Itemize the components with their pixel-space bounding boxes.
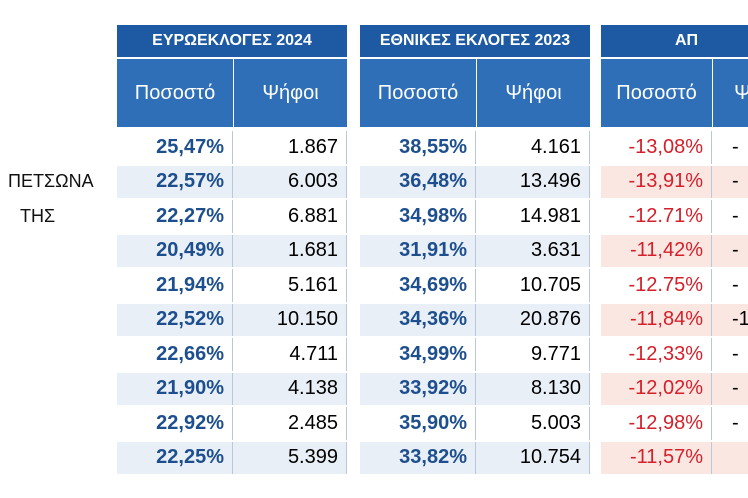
row-label: ΠΕΤΣΩΝΑ [8, 171, 94, 192]
table-cell: 3.631 [476, 234, 590, 267]
table-cell: - [712, 131, 748, 164]
table-cell: 8.130 [476, 372, 590, 405]
table-cell: 34,36% [360, 303, 476, 336]
table-cell: 33,92% [360, 372, 476, 405]
table-cell: 34,98% [360, 200, 476, 233]
table-cell: 34,99% [360, 338, 476, 371]
table-cell: -12,33% [601, 338, 712, 371]
table-cell: - [712, 372, 748, 405]
table-cell: 38,55% [360, 131, 476, 164]
table-cell: 35,90% [360, 407, 476, 440]
table-cell: - [712, 200, 748, 233]
table-cell: 36,48% [360, 165, 476, 198]
column-header: Ποσοστό [117, 59, 233, 127]
table-cell [712, 441, 748, 474]
table-cell: -13,91% [601, 165, 712, 198]
column-header: Ψ [713, 59, 748, 127]
table-cell: 9.771 [476, 338, 590, 371]
table-cell: 1.867 [233, 131, 347, 164]
group-header: ΕΘΝΙΚΕΣ ΕΚΛΟΓΕΣ 2023 [360, 25, 590, 57]
table-cell: 34,69% [360, 269, 476, 302]
table-cell: 22,57% [117, 165, 233, 198]
table-cell: -12,98% [601, 407, 712, 440]
table-cell: 4.138 [233, 372, 347, 405]
table-cell: 10.754 [476, 441, 590, 474]
table-cell: 13.496 [476, 165, 590, 198]
table-cell: 31,91% [360, 234, 476, 267]
table-cell: 22,27% [117, 200, 233, 233]
table-cell: 21,90% [117, 372, 233, 405]
table-cell: 5.003 [476, 407, 590, 440]
table-cell: - [712, 165, 748, 198]
table-cell: -12.71% [601, 200, 712, 233]
row-label: ΤΗΣ [20, 205, 56, 226]
group-header: ΕΥΡΩΕΚΛΟΓΕΣ 2024 [117, 25, 347, 57]
table-cell: -11,42% [601, 234, 712, 267]
table-cell: 22,25% [117, 441, 233, 474]
group-header: ΑΠ [601, 25, 748, 57]
table-cell: - [712, 338, 748, 371]
table-cell: 21,94% [117, 269, 233, 302]
column-header: Ποσοστό [601, 59, 712, 127]
table-cell: -11,84% [601, 303, 712, 336]
table-cell: -12,02% [601, 372, 712, 405]
table-cell: 10.705 [476, 269, 590, 302]
table-cell: 33,82% [360, 441, 476, 474]
table-cell: 4.161 [476, 131, 590, 164]
table-cell: 25,47% [117, 131, 233, 164]
table-cell: 20,49% [117, 234, 233, 267]
table-cell: - [712, 269, 748, 302]
table-cell: 2.485 [233, 407, 347, 440]
table-cell: 4.711 [233, 338, 347, 371]
table-cell: 20.876 [476, 303, 590, 336]
table-cell: -1 [712, 303, 748, 336]
table-cell: 6.003 [233, 165, 347, 198]
table-cell: 5.161 [233, 269, 347, 302]
table-cell: -12.75% [601, 269, 712, 302]
table-cell: - [712, 407, 748, 440]
table-cell: - [712, 234, 748, 267]
table-cell: 22,66% [117, 338, 233, 371]
table-cell: -13,08% [601, 131, 712, 164]
column-header: Ψήφοι [477, 59, 590, 127]
table-cell: 1.681 [233, 234, 347, 267]
table-cell: 14.981 [476, 200, 590, 233]
table-cell: 6.881 [233, 200, 347, 233]
table-cell: -11,57% [601, 441, 712, 474]
column-header: Ποσοστό [360, 59, 476, 127]
table-cell: 22,52% [117, 303, 233, 336]
table-cell: 22,92% [117, 407, 233, 440]
table-cell: 5.399 [233, 441, 347, 474]
column-header: Ψήφοι [234, 59, 347, 127]
table-cell: 10.150 [233, 303, 347, 336]
